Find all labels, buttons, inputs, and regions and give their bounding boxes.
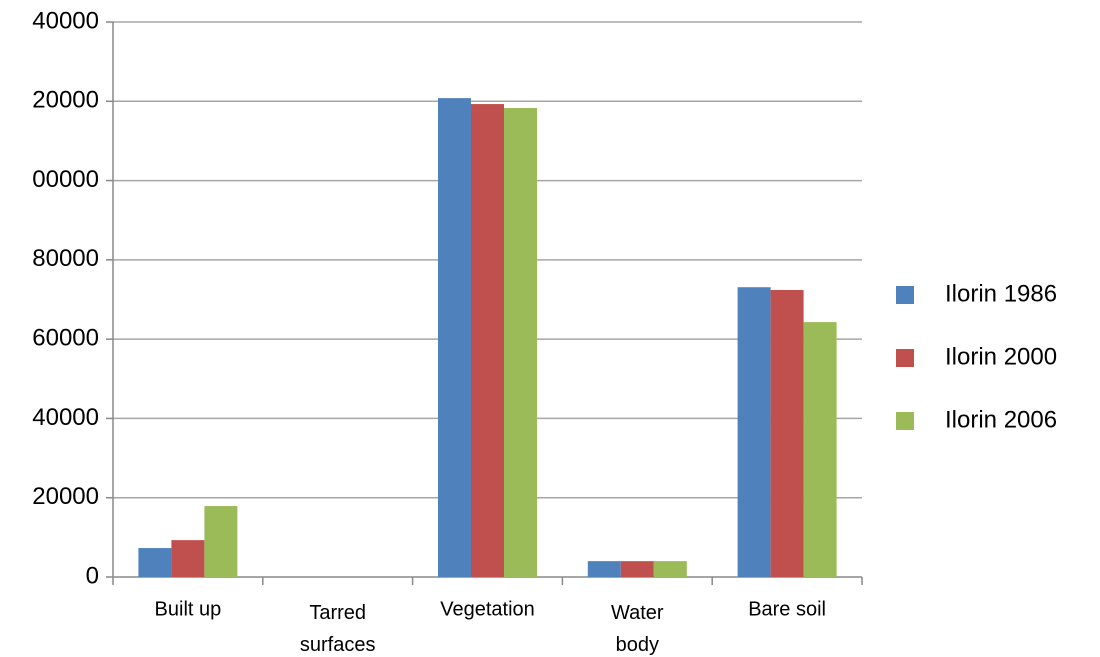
bar [620,561,654,577]
bar [770,289,804,577]
y-tick-label: 00000 [32,166,99,193]
bar [438,98,471,577]
bar [504,108,537,578]
bar [803,322,837,577]
bar [171,540,205,577]
x-tick-label: Tarred surfaces [300,602,376,656]
legend-label: Ilorin 2006 [945,406,1057,433]
bar [138,548,172,577]
bar [471,104,504,577]
y-tick-label: 40000 [32,7,99,34]
legend-label: Ilorin 1986 [945,280,1057,307]
y-tick-label: 20000 [32,87,99,114]
legend-swatch [896,349,914,367]
legend-swatch [896,286,914,304]
y-tick-label: 0 [86,562,99,589]
y-tick-label: 60000 [32,324,99,351]
bar [204,506,238,577]
y-tick-label: 20000 [32,483,99,510]
x-tick-label: Vegetation [440,598,535,620]
x-tick-label: Built up [155,598,222,620]
bar [587,561,621,577]
legend-swatch [896,412,914,430]
legend-label: Ilorin 2000 [945,343,1057,370]
y-tick-label: 40000 [32,404,99,431]
y-tick-label: 80000 [32,245,99,272]
bar [737,287,771,577]
bar [653,561,687,577]
x-tick-label: Bare soil [748,598,826,620]
x-tick-label: Water body [611,602,664,656]
